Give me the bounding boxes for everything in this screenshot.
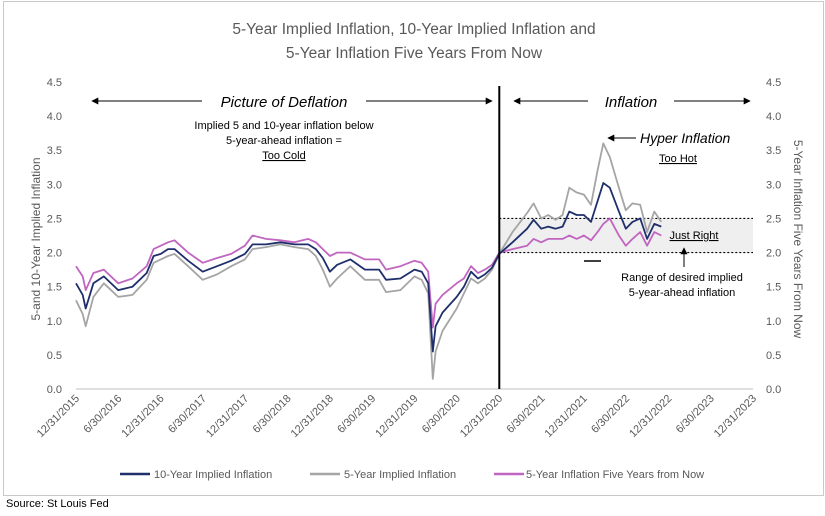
legend: 10-Year Implied Inflation 5-Year Implied… bbox=[120, 469, 704, 481]
range-note-line-2: 5-year-ahead inflation bbox=[629, 287, 735, 299]
hyper-inflation-label: Hyper Inflation bbox=[640, 130, 730, 146]
source-note: Source: St Louis Fed bbox=[6, 498, 109, 510]
deflation-note-line-1: Implied 5 and 10-year inflation below bbox=[194, 120, 373, 132]
y-tick-right-label: 4.5 bbox=[766, 77, 781, 89]
x-tick-label: 6/30/2016 bbox=[81, 393, 124, 436]
x-tick-label: 12/31/2020 bbox=[458, 393, 505, 440]
x-tick-label: 12/31/2023 bbox=[712, 393, 759, 440]
just-right-label: Just Right bbox=[670, 230, 719, 242]
series-line-5-year-inflation-five-years-from-now bbox=[75, 217, 662, 329]
y-tick-left-label: 4.0 bbox=[47, 111, 62, 123]
chart-title-line-2: 5-Year Inflation Five Years From Now bbox=[286, 45, 543, 62]
hyper-inflation-verdict: Too Hot bbox=[659, 153, 697, 165]
y-tick-right-label: 0.5 bbox=[766, 350, 781, 362]
y-tick-left-label: 0.0 bbox=[47, 384, 62, 396]
y-tick-right-label: 2.0 bbox=[766, 248, 781, 260]
y-tick-right-label: 1.0 bbox=[766, 316, 781, 328]
x-tick-label: 12/31/2021 bbox=[542, 393, 589, 440]
legend-label-5yr: 5-Year Implied Inflation bbox=[344, 469, 456, 481]
x-tick-label: 6/30/2019 bbox=[335, 393, 378, 436]
legend-label-5y5y: 5-Year Inflation Five Years from Now bbox=[526, 469, 704, 481]
range-note-line-1: Range of desired implied bbox=[621, 272, 743, 284]
inflation-heading: Inflation bbox=[605, 94, 658, 111]
x-tick-label: 12/31/2022 bbox=[627, 393, 674, 440]
x-tick-label: 6/30/2017 bbox=[166, 393, 209, 436]
y-tick-right-label: 0.0 bbox=[766, 384, 781, 396]
deflation-verdict: Too Cold bbox=[262, 150, 305, 162]
x-tick-label: 12/31/2017 bbox=[204, 393, 251, 440]
y-tick-left-label: 1.5 bbox=[47, 282, 62, 294]
y-tick-left-label: 0.5 bbox=[47, 350, 62, 362]
y-axis-left-label: 5-and 10-Year Implied Inflation bbox=[29, 158, 43, 321]
y-axis-left-ticks: 0.0 0.5 1.0 1.5 2.0 2.5 3.0 3.5 4.0 4.5 bbox=[47, 77, 62, 396]
x-tick-label: 12/31/2016 bbox=[119, 393, 166, 440]
series-line-10-year-implied-inflation bbox=[75, 182, 662, 353]
y-tick-left-label: 1.0 bbox=[47, 316, 62, 328]
y-tick-left-label: 4.5 bbox=[47, 77, 62, 89]
x-tick-label: 6/30/2020 bbox=[420, 393, 463, 436]
y-tick-right-label: 2.5 bbox=[766, 213, 781, 225]
chart-title-line-1: 5-Year Implied Inflation, 10-Year Implie… bbox=[232, 21, 595, 38]
series-line-5-year-implied-inflation bbox=[75, 142, 663, 380]
y-tick-left-label: 2.0 bbox=[47, 248, 62, 260]
inflation-line-chart: 5-Year Implied Inflation, 10-Year Implie… bbox=[29, 21, 805, 481]
y-tick-left-label: 3.0 bbox=[47, 179, 62, 191]
y-tick-right-label: 3.5 bbox=[766, 145, 781, 157]
legend-label-10yr: 10-Year Implied Inflation bbox=[154, 469, 272, 481]
y-tick-right-label: 4.0 bbox=[766, 111, 781, 123]
x-tick-label: 12/31/2019 bbox=[373, 393, 420, 440]
x-tick-label: 6/30/2023 bbox=[674, 393, 717, 436]
deflation-heading: Picture of Deflation bbox=[221, 94, 348, 111]
y-tick-left-label: 2.5 bbox=[47, 213, 62, 225]
deflation-note-line-2: 5-year-ahead inflation = bbox=[226, 135, 342, 147]
y-axis-right-label: 5-Year Inflation Five Years From Now bbox=[791, 140, 805, 339]
x-tick-label: 6/30/2021 bbox=[504, 393, 547, 436]
y-tick-right-label: 3.0 bbox=[766, 179, 781, 191]
x-tick-label: 6/30/2022 bbox=[589, 393, 632, 436]
chart-frame: 5-Year Implied Inflation, 10-Year Implie… bbox=[3, 1, 824, 496]
y-tick-left-label: 3.5 bbox=[47, 145, 62, 157]
y-tick-right-label: 1.5 bbox=[766, 282, 781, 294]
x-tick-label: 12/31/2015 bbox=[35, 393, 82, 440]
target-range-band bbox=[499, 218, 753, 253]
y-axis-right-ticks: 0.0 0.5 1.0 1.5 2.0 2.5 3.0 3.5 4.0 4.5 bbox=[766, 77, 781, 396]
x-tick-label: 6/30/2018 bbox=[251, 393, 294, 436]
x-tick-label: 12/31/2018 bbox=[289, 393, 336, 440]
